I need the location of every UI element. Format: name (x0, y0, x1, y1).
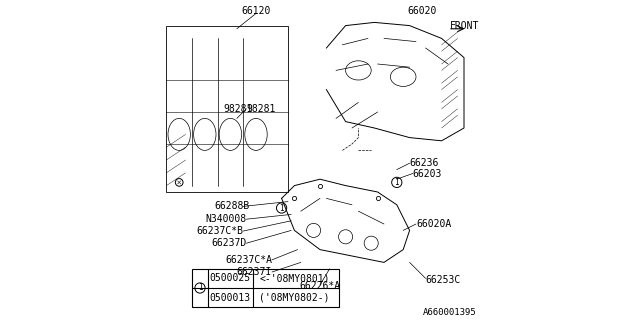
Text: 66120: 66120 (241, 6, 271, 16)
Text: 98281: 98281 (223, 104, 253, 114)
Text: 66237D: 66237D (211, 238, 246, 248)
Text: 98281: 98281 (246, 104, 276, 114)
Text: 66237I: 66237I (237, 267, 272, 277)
Text: A660001395: A660001395 (423, 308, 477, 317)
Text: N340008: N340008 (205, 214, 246, 224)
Text: ('08MY0802-): ('08MY0802-) (259, 292, 330, 303)
Text: 66237C*B: 66237C*B (196, 226, 243, 236)
Bar (192, 269, 339, 307)
Text: 66020: 66020 (408, 6, 437, 16)
Text: 1: 1 (198, 284, 202, 292)
Text: 1: 1 (279, 204, 284, 212)
Text: 1: 1 (394, 178, 399, 187)
Text: 66226*A: 66226*A (300, 281, 340, 292)
Text: 0500013: 0500013 (210, 292, 251, 303)
Text: 66253C: 66253C (426, 275, 461, 285)
Text: 0500025: 0500025 (210, 273, 251, 284)
Text: 66288B: 66288B (214, 201, 250, 212)
Bar (166, 26, 288, 192)
Text: 66020A: 66020A (416, 219, 451, 229)
Text: 66236: 66236 (410, 158, 439, 168)
Text: 66203: 66203 (413, 169, 442, 180)
Text: FRONT: FRONT (450, 20, 479, 31)
Text: 66237C*A: 66237C*A (225, 255, 272, 265)
Text: <-'08MY0801): <-'08MY0801) (259, 273, 330, 284)
